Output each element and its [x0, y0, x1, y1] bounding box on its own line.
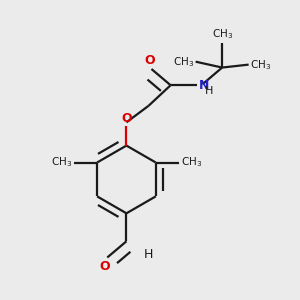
Text: CH$_3$: CH$_3$	[51, 156, 72, 170]
Text: N: N	[199, 79, 209, 92]
Text: CH$_3$: CH$_3$	[181, 156, 202, 170]
Text: H: H	[206, 85, 214, 95]
Text: CH$_3$: CH$_3$	[173, 55, 194, 69]
Text: H: H	[144, 248, 154, 261]
Text: O: O	[100, 260, 110, 273]
Text: CH$_3$: CH$_3$	[212, 27, 233, 41]
Text: CH$_3$: CH$_3$	[250, 58, 271, 71]
Text: O: O	[145, 54, 155, 67]
Text: O: O	[121, 112, 132, 125]
